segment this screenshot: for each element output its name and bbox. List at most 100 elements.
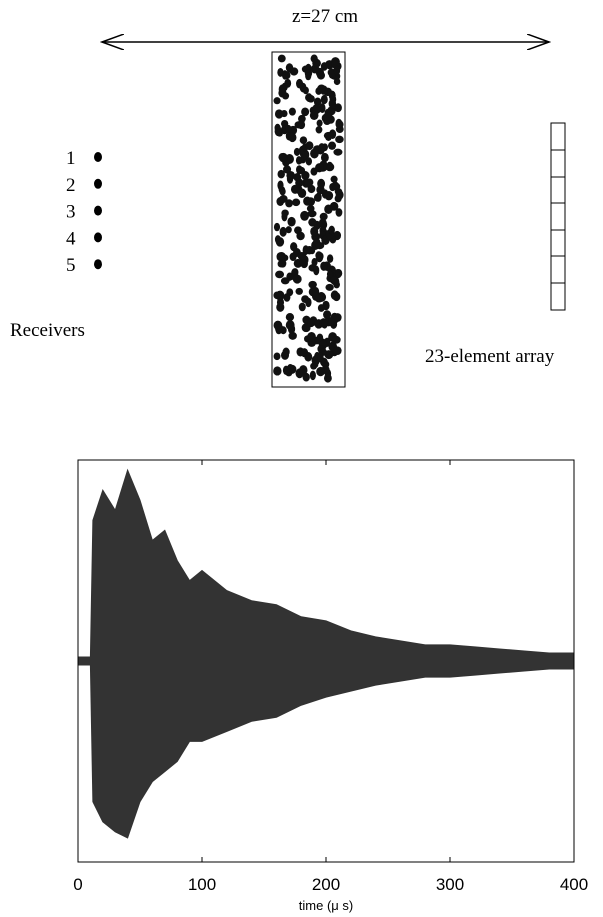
scatterer: [328, 98, 337, 109]
waveform-envelope: [77, 660, 575, 839]
receivers-label: Receivers: [10, 320, 85, 341]
array-label: 23-element array: [425, 346, 555, 367]
scatterer: [334, 269, 343, 278]
scatterer: [308, 218, 317, 227]
scatterer: [334, 188, 343, 196]
scatterer: [297, 251, 307, 261]
scatterer: [285, 320, 295, 330]
receiver-dot: [94, 232, 102, 243]
scatterer: [335, 208, 343, 217]
scatterer: [277, 169, 285, 179]
scatterer: [307, 331, 316, 342]
scatterer: [290, 184, 300, 194]
scatterer: [333, 77, 341, 86]
scatterer: [305, 141, 314, 151]
scatterer: [335, 118, 343, 129]
scatterer: [320, 94, 328, 105]
scatterer: [278, 153, 287, 162]
scatterer: [301, 107, 310, 117]
scatterer: [299, 365, 308, 376]
scatterer: [297, 188, 307, 198]
scatterer: [302, 86, 309, 95]
scatterer: [289, 252, 297, 262]
scatterer: [305, 157, 313, 166]
scatterer: [292, 198, 301, 207]
scatterer: [300, 210, 310, 221]
scatterer: [306, 204, 315, 212]
scatterer: [324, 204, 333, 215]
scatterer: [330, 290, 339, 300]
scatterer: [295, 156, 302, 165]
scatterer: [311, 257, 318, 267]
receiver-number: 4: [66, 228, 76, 249]
scatterer: [323, 310, 332, 320]
scatterer: [279, 194, 288, 203]
scatterer: [307, 94, 315, 103]
scatterer: [313, 193, 322, 202]
scattering-slab: [271, 51, 346, 388]
scatterer: [309, 370, 316, 381]
scatterer: [323, 112, 333, 122]
scatterer: [316, 333, 324, 342]
scatterer: [277, 54, 286, 63]
scatterer: [329, 276, 339, 285]
scatterer: [280, 109, 288, 118]
receiver-number: 1: [66, 148, 76, 169]
scatterer: [305, 297, 312, 308]
receiver-dot: [94, 205, 102, 216]
scatterer: [285, 226, 292, 234]
scatterer: [273, 352, 281, 361]
scatterer: [279, 226, 287, 237]
scatterer: [274, 109, 284, 119]
x-tick-label: 200: [312, 875, 340, 894]
scatterer: [290, 242, 298, 252]
scatterer: [296, 78, 304, 89]
scatterer: [325, 283, 334, 291]
scatterer: [307, 210, 317, 218]
scatterer: [281, 209, 289, 217]
scatterer: [296, 231, 305, 241]
scatterer: [328, 317, 335, 326]
scatterer: [285, 124, 292, 133]
scatterer: [282, 347, 290, 357]
scatterer: [288, 132, 297, 143]
scatterer: [335, 135, 344, 144]
scatterer: [323, 132, 333, 140]
scatterer: [331, 335, 341, 344]
scatterer: [308, 280, 317, 289]
x-tick-label: 400: [560, 875, 588, 894]
scatterer: [292, 274, 302, 284]
scatterer: [331, 181, 339, 190]
scatterer: [317, 178, 326, 189]
scatterer: [334, 194, 342, 203]
scatterer: [312, 286, 320, 297]
scatterer: [301, 171, 310, 181]
scatterer: [283, 71, 291, 80]
receiver-number: 3: [66, 202, 76, 223]
scatterer: [316, 366, 325, 377]
scatterer: [273, 97, 281, 105]
scatterer: [295, 287, 303, 295]
scatterer: [321, 319, 328, 329]
scatterer: [310, 226, 319, 237]
scatterer: [326, 254, 334, 263]
scatterer: [326, 270, 333, 278]
scatterer: [313, 265, 320, 276]
scatterer: [273, 366, 282, 376]
scatterer: [297, 120, 306, 130]
scatterer: [324, 190, 334, 201]
scatterer: [277, 251, 286, 260]
scatterer: [282, 365, 290, 376]
scatterer: [289, 67, 299, 76]
scatterer: [287, 216, 296, 227]
x-tick-label: 100: [188, 875, 216, 894]
scatterer: [310, 54, 318, 63]
scatterer: [285, 199, 293, 208]
scatterer: [275, 324, 284, 333]
scatterer: [328, 225, 335, 235]
waveform-plot: 0 100 200 300 400 time (μ s): [73, 459, 588, 913]
scatterer: [315, 251, 323, 260]
scatterer: [318, 143, 326, 153]
scatterer: [325, 162, 335, 172]
